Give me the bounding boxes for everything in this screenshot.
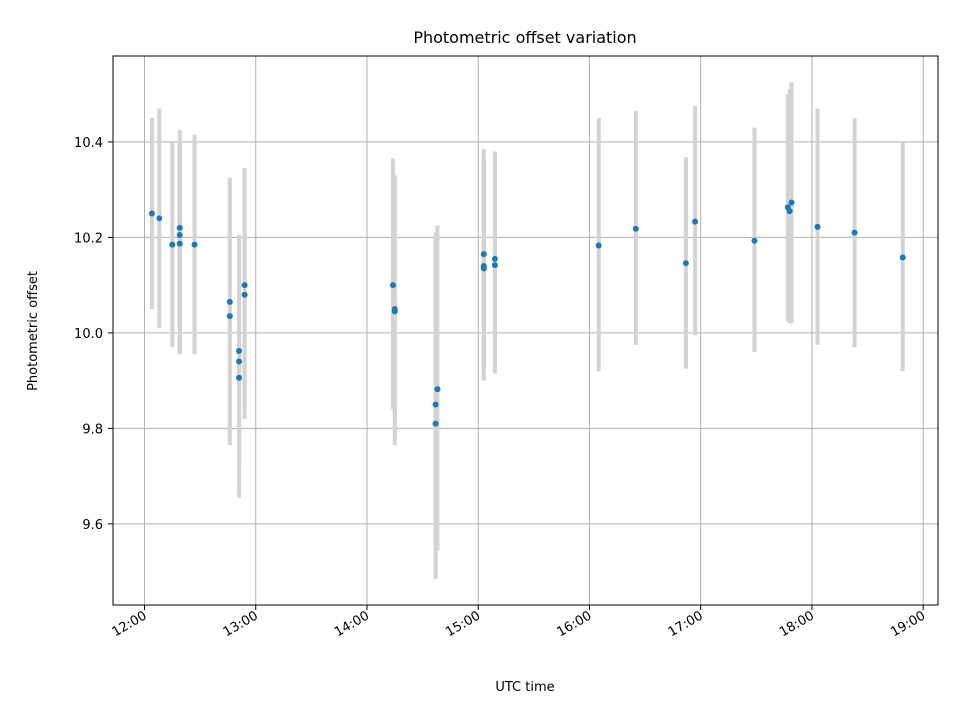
data-point <box>682 260 689 267</box>
data-point <box>851 229 858 236</box>
data-point <box>241 291 248 298</box>
data-point <box>751 237 758 244</box>
data-point <box>236 348 243 355</box>
x-tick-label: 18:00 <box>777 608 817 640</box>
chart-title: Photometric offset variation <box>413 28 636 47</box>
data-point <box>899 254 906 261</box>
data-point <box>176 232 183 239</box>
x-tick-label: 13:00 <box>221 608 261 640</box>
data-point <box>491 262 498 269</box>
data-point <box>226 313 233 320</box>
data-point <box>434 386 441 393</box>
y-tick-label: 10.2 <box>74 231 103 246</box>
data-point <box>236 358 243 365</box>
data-point <box>236 374 243 381</box>
x-tick-label: 15:00 <box>443 608 483 640</box>
grid <box>113 56 938 605</box>
data-point <box>480 265 487 272</box>
ticks: 12:00 13:00 14:00 15:00 16:00 17:00 18:00 19:00… <box>74 136 928 640</box>
x-tick-label: 17:00 <box>666 608 706 640</box>
y-tick-label: 10.0 <box>74 327 103 342</box>
y-axis-label: Photometric offset <box>26 271 41 391</box>
data-point <box>226 298 233 305</box>
data-point <box>389 282 396 289</box>
y-tick-label: 9.6 <box>82 518 103 533</box>
data-point <box>176 224 183 231</box>
data-point <box>788 199 795 206</box>
x-tick-label: 19:00 <box>888 608 928 640</box>
data-point <box>814 223 821 230</box>
x-tick-label: 16:00 <box>555 608 595 640</box>
data-point <box>692 218 699 225</box>
x-tick-label: 14:00 <box>332 608 372 640</box>
data-point <box>491 255 498 262</box>
data-point <box>632 225 639 232</box>
data-point <box>176 240 183 247</box>
y-tick-label: 9.8 <box>82 422 103 437</box>
data-point <box>786 208 793 215</box>
data-point <box>432 420 439 427</box>
error-bars <box>149 82 905 579</box>
data-point <box>241 282 248 289</box>
x-tick-label: 12:00 <box>110 608 150 640</box>
data-point <box>595 242 602 249</box>
data-point <box>432 401 439 408</box>
data-point <box>480 251 487 258</box>
data-point <box>191 241 198 248</box>
data-point <box>148 210 155 217</box>
y-tick-label: 10.4 <box>74 136 103 151</box>
data-point <box>156 215 163 222</box>
plot-frame <box>112 55 939 606</box>
data-point <box>169 241 176 248</box>
data-points <box>148 199 906 427</box>
data-point <box>391 308 398 315</box>
x-axis-label: UTC time <box>495 680 554 695</box>
